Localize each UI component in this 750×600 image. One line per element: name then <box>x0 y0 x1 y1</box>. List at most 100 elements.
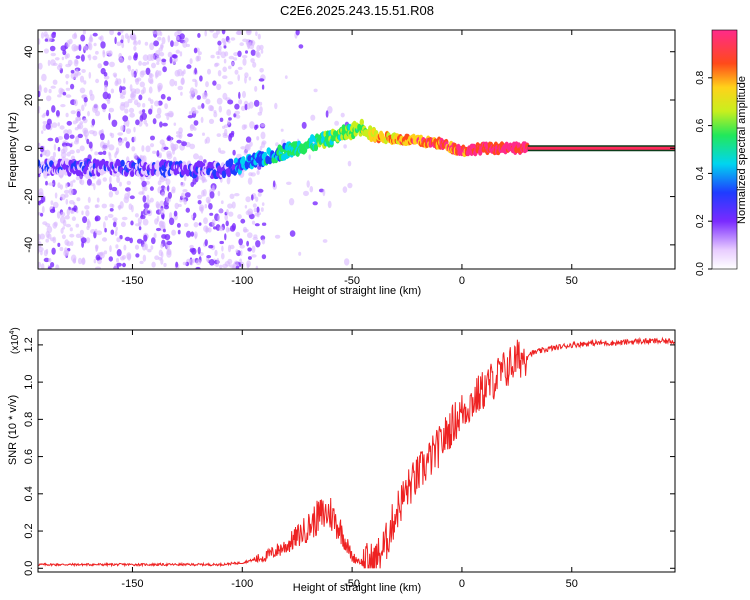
spectrogram-cell <box>176 139 182 144</box>
spectrogram-cell <box>106 99 111 105</box>
spectrogram-cell <box>138 226 142 231</box>
spectrogram-panel: -150 -100 -50 0 50 -40 -20 0 20 40 Height of str… <box>7 29 676 297</box>
spectrogram-cell <box>44 38 49 42</box>
spectrogram-cell <box>49 45 56 52</box>
spectrogram-cell <box>57 122 60 127</box>
spectrogram-cell <box>38 142 41 149</box>
spectrogram-cell <box>60 211 66 217</box>
spectrogram-cell <box>238 91 241 99</box>
spectrogram-cell <box>218 226 224 232</box>
spectrogram-cell <box>87 218 90 226</box>
spectrogram-cell <box>125 128 132 135</box>
spectrogram-cell <box>182 261 187 266</box>
spectrogram-cell <box>65 87 71 91</box>
spectrogram-cell <box>223 58 227 64</box>
spectrogram-cell <box>38 62 43 70</box>
spectrogram-cell <box>125 141 130 149</box>
spectrogram-cell <box>161 36 166 45</box>
spectrogram-cell <box>124 236 131 242</box>
spectrogram-cell <box>102 51 106 58</box>
spectrogram-cell <box>50 237 55 242</box>
spectrogram-data <box>38 30 675 269</box>
spectrogram-cell <box>155 50 161 57</box>
spectrogram-cell <box>255 240 261 248</box>
spectrogram-cell <box>152 118 157 125</box>
spectrogram-cell <box>259 145 263 151</box>
spectrogram-cell <box>186 43 190 48</box>
spectrogram-cell <box>72 179 76 183</box>
spectrogram-cell <box>104 84 108 93</box>
spectrogram-cell <box>233 260 239 267</box>
spectrogram-cell <box>142 218 149 226</box>
spectrogram-cell <box>122 262 126 268</box>
spectrogram-cell <box>171 54 177 58</box>
spectrogram-cell <box>91 118 96 126</box>
spectrogram-cell <box>161 58 167 63</box>
spectrogram-cell <box>98 252 104 257</box>
spectrogram-cell <box>239 258 243 264</box>
spectrogram-cell <box>228 133 233 142</box>
spectrogram-cell <box>65 74 70 79</box>
spectrogram-cell <box>274 234 281 239</box>
spectrogram-cell <box>219 117 224 123</box>
spectrogram-cell <box>235 249 239 254</box>
spectrogram-cell <box>71 44 78 52</box>
spectrogram-cell <box>223 45 227 49</box>
spectrogram-cell <box>180 182 186 187</box>
spectrogram-cell <box>120 221 126 228</box>
spectrogram-cell <box>57 94 62 98</box>
spectrogram-cell <box>75 223 80 228</box>
spectrogram-cell <box>199 75 203 82</box>
spectrogram-cell <box>139 81 145 88</box>
spectrogram-cell <box>245 136 252 143</box>
spectrogram-cell <box>255 50 260 57</box>
spectrogram-cell <box>93 42 97 47</box>
spectrogram-cell <box>57 242 61 247</box>
spectrogram-cell <box>65 182 68 189</box>
spectrogram-cell <box>81 104 85 112</box>
spectrogram-cell <box>118 139 123 147</box>
spectrogram-cell <box>171 58 176 65</box>
spectrogram-cell <box>137 39 141 45</box>
spectrogram-cell <box>50 200 54 205</box>
spectrogram-cell <box>261 141 266 148</box>
spectrogram-cell <box>183 69 186 75</box>
spectrogram-cell <box>233 57 238 61</box>
spectrogram-cell <box>216 257 220 265</box>
spectrogram-cell <box>138 60 143 66</box>
spectrogram-cell <box>112 72 118 78</box>
spectrogram-cell <box>340 112 345 118</box>
spectrogram-cell <box>247 177 253 185</box>
spectrogram-cell <box>193 127 197 131</box>
spectrogram-cell <box>308 154 311 160</box>
spectrogram-cell <box>88 141 93 149</box>
spectrogram-cell <box>101 103 107 110</box>
spectrogram-cell <box>231 223 236 231</box>
spectrogram-cell <box>39 233 45 240</box>
spectrogram-cell <box>118 52 123 60</box>
spectrogram-cell <box>153 40 160 47</box>
spectrogram-cell <box>46 109 50 117</box>
spectrogram-cell <box>226 109 232 116</box>
spectrogram-cell <box>247 232 253 239</box>
spectrogram-cell <box>85 237 91 244</box>
spectrogram-cell <box>146 61 150 65</box>
spectrogram-cell <box>212 32 219 39</box>
snr-scale-exponent: 4 <box>9 331 16 335</box>
spectrogram-cell <box>104 215 109 221</box>
spectrogram-cell <box>191 107 197 114</box>
snr-panel: -150 -100 -50 0 50 0.0 0.2 0.4 0.6 0.8 1.0 1.2 Hei… <box>7 327 676 594</box>
spectrogram-cell <box>259 101 263 106</box>
spectrogram-cell <box>61 56 65 61</box>
spectrogram-cell <box>222 66 227 73</box>
spectrogram-cell <box>66 208 71 216</box>
spectrogram-cell <box>50 85 56 89</box>
spectrogram-cell <box>116 257 119 263</box>
spectrogram-cell <box>121 216 128 221</box>
spectrogram-cell <box>70 240 74 246</box>
spectrogram-cell <box>122 115 129 122</box>
spectrogram-cell <box>249 39 256 47</box>
spectrogram-cell <box>327 200 332 209</box>
snr-series-line <box>38 336 675 569</box>
spectrogram-cell <box>175 261 179 268</box>
